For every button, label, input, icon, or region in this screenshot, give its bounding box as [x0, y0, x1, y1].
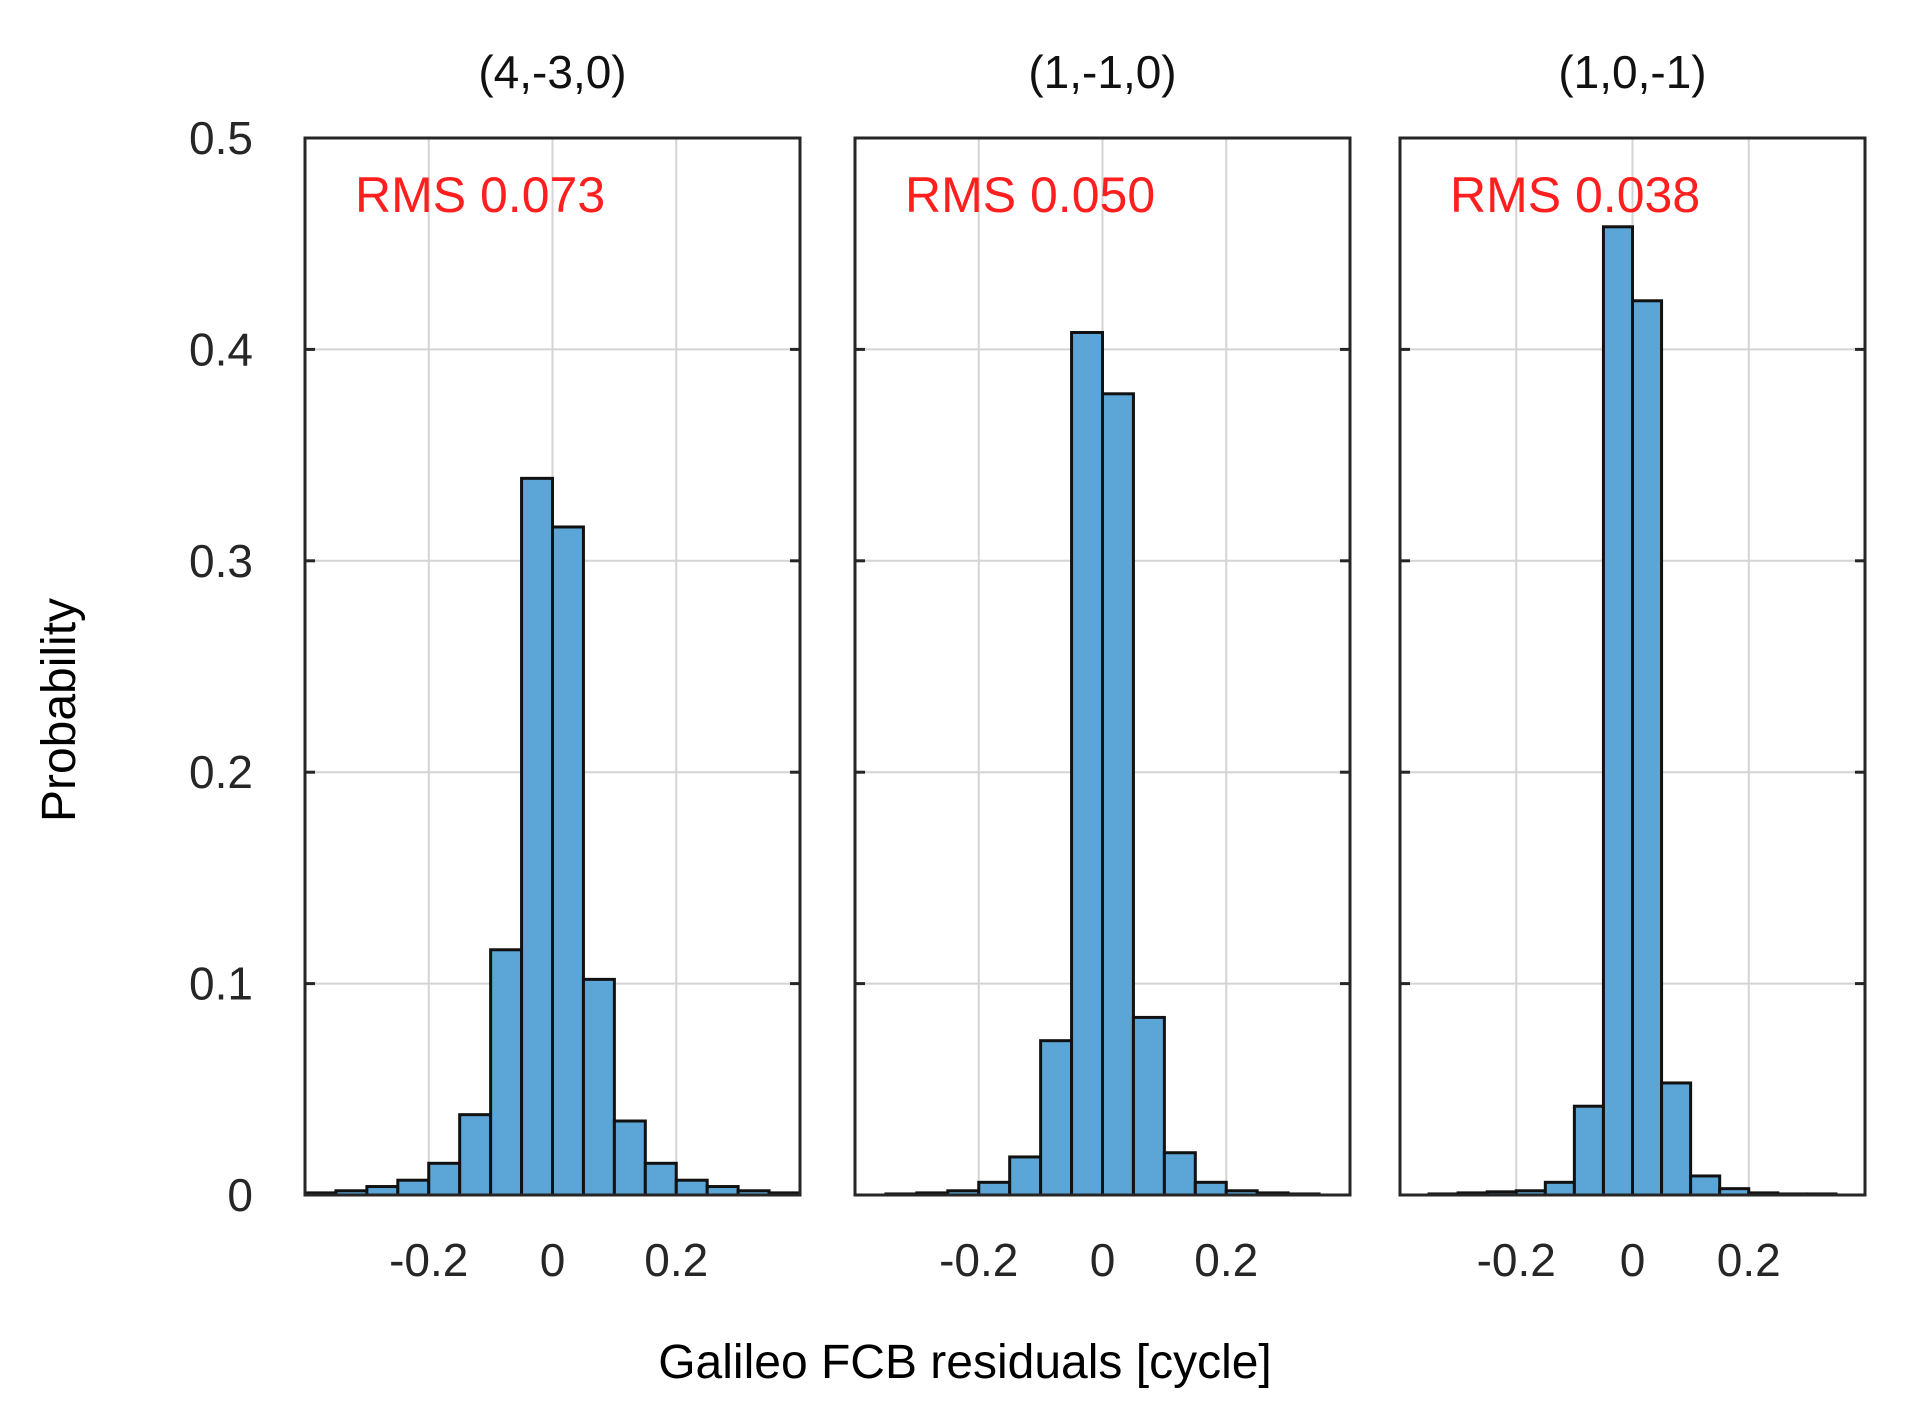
histogram-bar [1008, 1155, 1043, 1197]
histogram-bar [643, 1161, 678, 1197]
histogram-bar [1101, 392, 1135, 1197]
histogram-bar [396, 1178, 431, 1197]
panel-title: (1,0,-1) [1558, 46, 1706, 98]
histogram-bar [551, 525, 585, 1197]
y-tick-label: 0.2 [189, 746, 253, 798]
rms-annotation: RMS 0.038 [1450, 167, 1700, 223]
y-axis-label: Probability [33, 598, 86, 822]
histogram-bar [674, 1178, 709, 1197]
histogram-bar [1689, 1174, 1722, 1197]
x-tick-label: 0.2 [1194, 1234, 1258, 1286]
x-tick-label: 0 [540, 1234, 566, 1286]
histogram-bar [1162, 1151, 1197, 1197]
x-tick-label: 0.2 [644, 1234, 708, 1286]
axes-frame [1398, 136, 1867, 1197]
panel-3: -0.2 0 0.2 (1,0,-1) RMS 0.038 [1398, 46, 1867, 1286]
x-tick-label: -0.2 [1477, 1234, 1556, 1286]
y-tick-label: 0.5 [189, 112, 253, 164]
panels-group: -0.2 0 0.2 (4,-3,0) RMS 0.073 -0.2 0 0.2 (1,-1,0… [189, 46, 1867, 1286]
panel-1: -0.2 0 0.2 (4,-3,0) RMS 0.073 [303, 46, 802, 1286]
x-tick-label: 0 [1620, 1234, 1646, 1286]
histogram-bar [1193, 1180, 1228, 1197]
histogram-bar [1631, 299, 1664, 1197]
axes-frame [303, 136, 802, 1197]
axes-frame [853, 136, 1352, 1197]
rms-annotation: RMS 0.050 [905, 167, 1155, 223]
histogram-bar [489, 948, 524, 1197]
histogram-bar [581, 977, 616, 1197]
panel-2: -0.2 0 0.2 (1,-1,0) RMS 0.050 [853, 46, 1352, 1286]
histogram-bar [1601, 225, 1634, 1197]
histogram-bar [1543, 1180, 1576, 1197]
histogram-bar [1660, 1081, 1693, 1197]
histogram-bar [427, 1161, 462, 1197]
rms-annotation: RMS 0.073 [355, 167, 605, 223]
histogram-bar [1070, 330, 1104, 1197]
x-tick-label: -0.2 [939, 1234, 1018, 1286]
histogram-bar [977, 1180, 1012, 1197]
histogram-bar [1131, 1015, 1166, 1197]
y-tick-label: 0.1 [189, 958, 253, 1010]
histogram-bar [458, 1113, 493, 1197]
y-tick-label: 0.3 [189, 535, 253, 587]
y-tick-label: 0.4 [189, 323, 253, 375]
histogram-bar [1572, 1104, 1605, 1197]
x-tick-label: 0 [1090, 1234, 1116, 1286]
panel-title: (4,-3,0) [478, 46, 626, 98]
x-tick-label: 0.2 [1717, 1234, 1781, 1286]
panel-title: (1,-1,0) [1028, 46, 1176, 98]
histogram-bar [520, 476, 554, 1197]
histogram-bar [1039, 1039, 1074, 1197]
y-tick-label: 0 [227, 1169, 253, 1221]
x-axis-label: Galileo FCB residuals [cycle] [658, 1336, 1272, 1389]
x-tick-label: -0.2 [389, 1234, 468, 1286]
histogram-bar [612, 1119, 647, 1197]
